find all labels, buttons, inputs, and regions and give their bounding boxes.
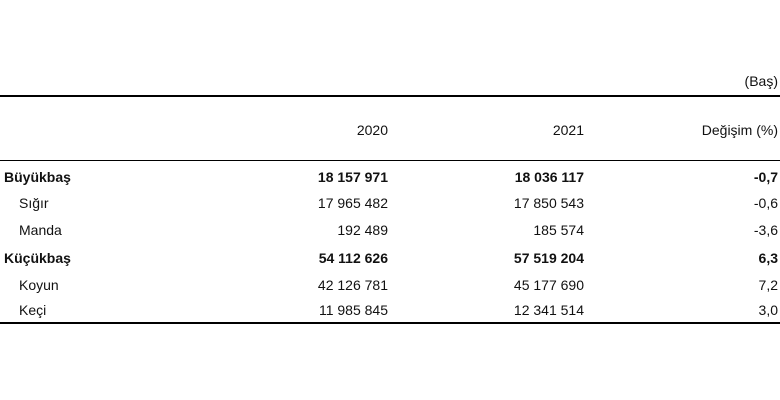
unit-label: (Baş) <box>744 73 778 89</box>
table-row-sigir: Sığır 17 965 482 17 850 543 -0,6 <box>0 190 780 216</box>
header-change-percent: Değişim (%) <box>701 122 778 138</box>
value-2020: 11 985 845 <box>318 302 388 318</box>
value-change: -0,7 <box>753 169 778 185</box>
table-row-buyukbas: Büyükbaş 18 157 971 18 036 117 -0,7 <box>0 164 780 190</box>
row-label: Keçi <box>19 302 47 318</box>
value-2021: 45 177 690 <box>513 277 584 293</box>
value-change: 3,0 <box>758 302 778 318</box>
value-2021: 17 850 543 <box>513 195 584 211</box>
header-2021: 2021 <box>552 122 584 138</box>
value-2020: 54 112 626 <box>318 250 388 266</box>
value-2020: 42 126 781 <box>317 277 388 293</box>
row-label: Manda <box>19 222 62 238</box>
value-2020: 17 965 482 <box>317 195 388 211</box>
table-row-koyun: Koyun 42 126 781 45 177 690 7,2 <box>0 272 780 298</box>
value-change: -3,6 <box>753 222 778 238</box>
value-change: -0,6 <box>753 195 778 211</box>
table-row-manda: Manda 192 489 185 574 -3,6 <box>0 217 780 243</box>
value-2021: 57 519 204 <box>513 250 584 266</box>
value-2021: 185 574 <box>533 222 584 238</box>
row-label: Koyun <box>19 277 59 293</box>
value-2020: 18 157 971 <box>317 169 388 185</box>
table-row-kucukbas: Küçükbaş 54 112 626 57 519 204 6,3 <box>0 245 780 271</box>
value-change: 6,3 <box>758 250 778 266</box>
row-label: Sığır <box>19 195 49 211</box>
table-row-keci: Keçi 11 985 845 12 341 514 3,0 <box>0 297 780 323</box>
header-rule <box>0 160 780 161</box>
table-top-rule <box>0 95 780 97</box>
header-2020: 2020 <box>356 122 388 138</box>
value-change: 7,2 <box>758 277 778 293</box>
row-label: Büyükbaş <box>4 169 71 185</box>
value-2021: 18 036 117 <box>514 169 584 185</box>
row-label: Küçükbaş <box>4 250 71 266</box>
table-bottom-rule <box>0 322 780 324</box>
value-2020: 192 489 <box>337 222 388 238</box>
value-2021: 12 341 514 <box>513 302 584 318</box>
